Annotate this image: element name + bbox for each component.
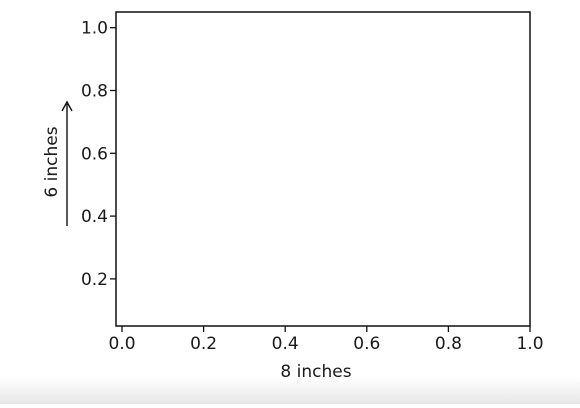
y-tick-label: 0.2: [81, 270, 108, 290]
plot-area: [115, 11, 531, 327]
y-tick-label: 0.6: [81, 144, 108, 164]
x-tick-label: 0.2: [190, 334, 217, 354]
x-tick-label: 0.4: [272, 334, 299, 354]
y-tick-label: 0.4: [81, 207, 108, 227]
y-tick-label: 0.8: [81, 82, 108, 102]
y-tick-label: 1.0: [81, 19, 108, 39]
width-label: 8 inches: [280, 362, 351, 382]
height-label: 6 inches: [42, 126, 62, 197]
height-annotation: 6 inches: [42, 100, 73, 226]
y-axis: 0.2 0.4 0.6 0.8 1.0: [81, 19, 116, 290]
x-tick-label: 1.0: [516, 334, 543, 354]
x-tick-label: 0.0: [108, 334, 135, 354]
x-tick-label: 0.8: [435, 334, 462, 354]
x-axis: 0.0 0.2 0.4 0.6 0.8 1.0: [108, 326, 544, 354]
x-tick-label: 0.6: [353, 334, 380, 354]
height-arrow-icon: [61, 100, 73, 112]
window-bottom-band: [0, 378, 580, 404]
